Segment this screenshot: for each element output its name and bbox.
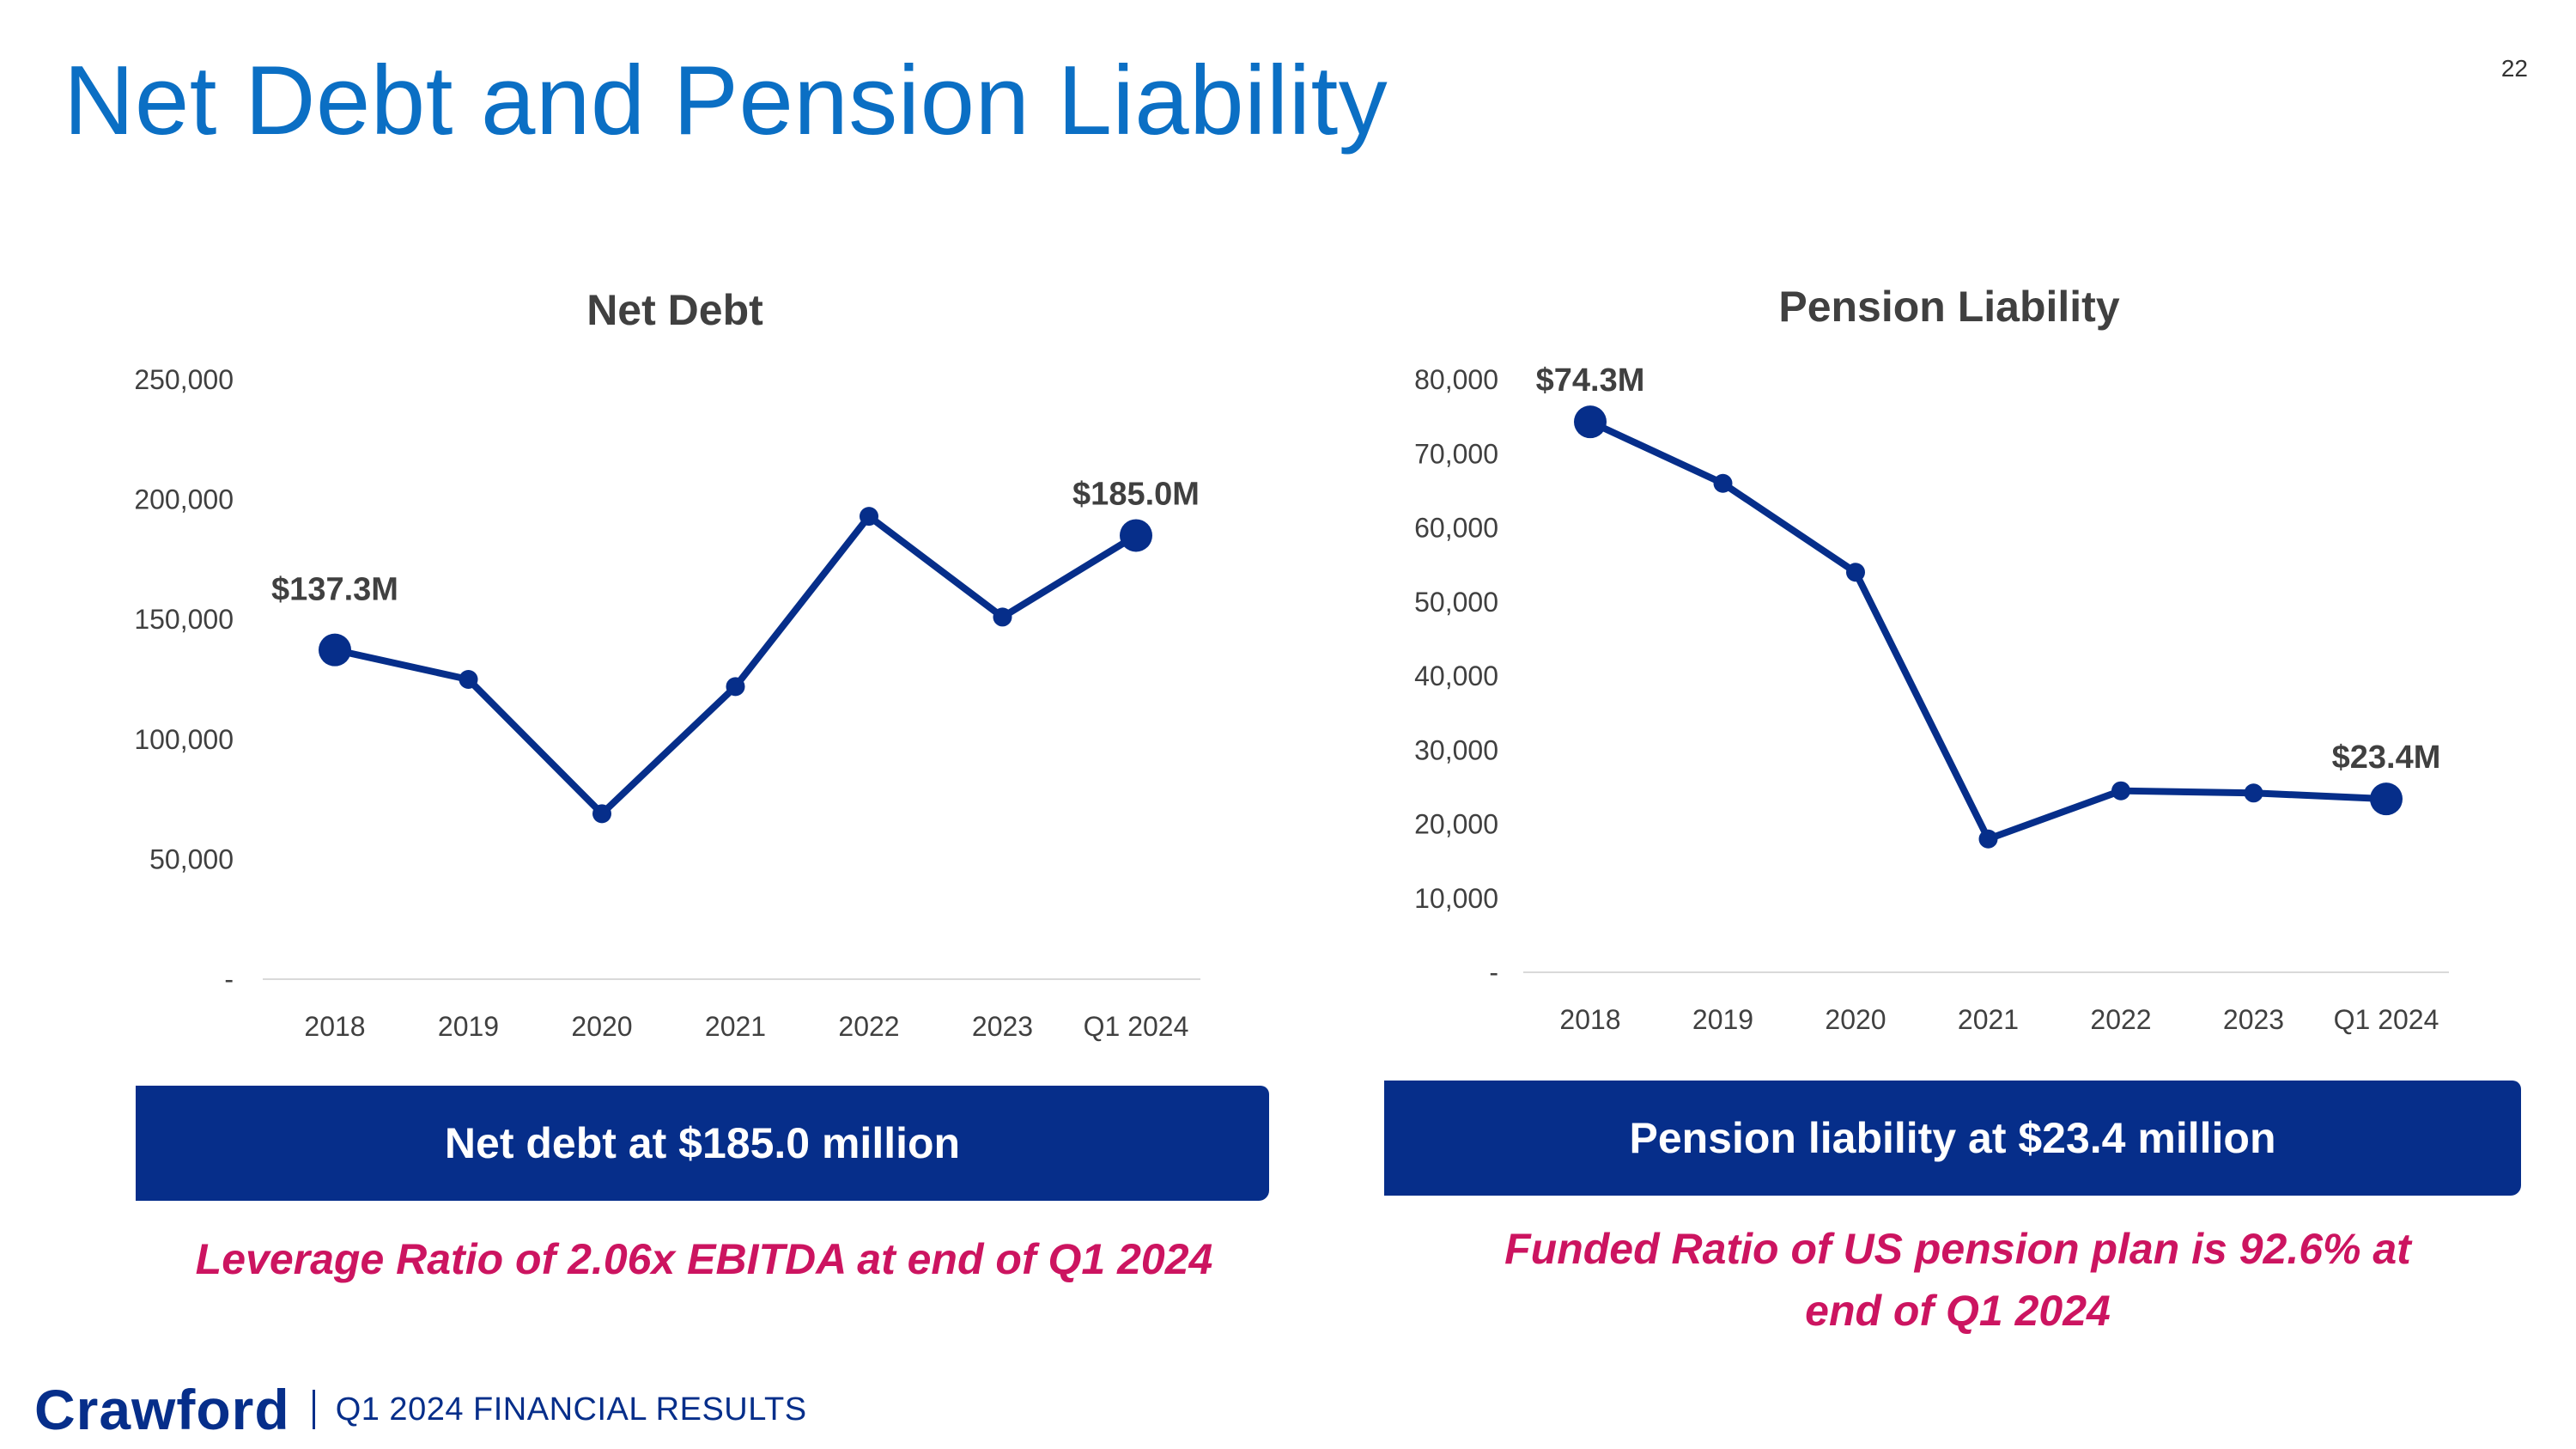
- pension-y-tick-label: 40,000: [1414, 661, 1498, 691]
- pension-x-tick-label: Q1 2024: [2334, 1004, 2439, 1035]
- pension-series-line: [1587, 418, 2390, 843]
- crawford-logo: Crawford: [34, 1378, 290, 1441]
- pension-x-tick-label: 2019: [1692, 1004, 1753, 1035]
- net-debt-y-tick-label: 250,000: [134, 364, 234, 395]
- footer: Crawford Q1 2024 FINANCIAL RESULTS: [34, 1378, 807, 1441]
- net-debt-chart-title: Net Debt: [586, 286, 763, 334]
- pension-data-label: $74.3M: [1536, 362, 1645, 399]
- pension-data-point: [2370, 782, 2403, 816]
- pension-x-tick-label: 2018: [1559, 1004, 1620, 1035]
- net-debt-chart: Net Debt - 50,000 100,000 150,000 200,000 250,…: [134, 286, 1200, 1042]
- pension-liability-banner: Pension liability at $23.4 million: [1384, 1081, 2521, 1196]
- pension-liability-chart: Pension Liability - 10,000 20,000 30,000 40,0…: [1414, 283, 2449, 1035]
- net-debt-x-tick-label: 2018: [304, 1011, 365, 1042]
- net-debt-x-tick-label: Q1 2024: [1084, 1011, 1189, 1042]
- pension-y-tick-label: 80,000: [1414, 364, 1498, 395]
- funded-ratio-note: Funded Ratio of US pension plan is 92.6%…: [1391, 1218, 2524, 1342]
- pension-data-point: [1574, 405, 1607, 439]
- pension-y-tick-label: 60,000: [1414, 513, 1498, 544]
- net-debt-x-tick-label: 2020: [571, 1011, 632, 1042]
- pension-y-tick-label: 30,000: [1414, 734, 1498, 765]
- pension-x-tick-label: 2020: [1825, 1004, 1886, 1035]
- net-debt-y-tick-label: 200,000: [134, 484, 234, 515]
- pension-data-point: [1978, 829, 1998, 849]
- net-debt-y-tick-label: -: [224, 964, 234, 995]
- net-debt-data-point: [726, 677, 745, 697]
- pension-y-tick-label: -: [1489, 957, 1498, 988]
- net-debt-series-line: [331, 513, 1139, 818]
- pension-y-tick-label: 50,000: [1414, 587, 1498, 618]
- pension-data-point: [1846, 563, 1865, 582]
- pension-x-tick-label: 2022: [2090, 1004, 2151, 1035]
- pension-y-tick-label: 20,000: [1414, 809, 1498, 840]
- net-debt-data-point: [459, 670, 478, 689]
- leverage-ratio-note: Leverage Ratio of 2.06x EBITDA at end of…: [195, 1235, 1213, 1283]
- slide-title: Net Debt and Pension Liability: [64, 46, 1388, 155]
- net-debt-x-tick-label: 2021: [705, 1011, 766, 1042]
- pension-x-tick-label: 2021: [1958, 1004, 2019, 1035]
- net-debt-data-label: $185.0M: [1072, 476, 1200, 512]
- net-debt-x-tick-label: 2023: [972, 1011, 1033, 1042]
- funded-ratio-note-line1: Funded Ratio of US pension plan is 92.6%…: [1504, 1225, 2411, 1273]
- funded-ratio-note-line2: end of Q1 2024: [1805, 1287, 2111, 1335]
- net-debt-data-point: [860, 507, 878, 527]
- net-debt-data-point: [592, 804, 611, 824]
- net-debt-data-label: $137.3M: [271, 572, 398, 608]
- net-debt-data-point: [993, 607, 1012, 627]
- net-debt-data-point: [1120, 519, 1152, 552]
- footer-divider: [312, 1390, 315, 1429]
- pension-data-point: [1713, 473, 1733, 493]
- page-number: 22: [2500, 55, 2528, 82]
- net-debt-y-tick-label: 100,000: [134, 724, 234, 755]
- pension-x-tick-label: 2023: [2223, 1004, 2284, 1035]
- pension-chart-title: Pension Liability: [1778, 283, 2119, 331]
- pension-data-point: [2111, 781, 2130, 801]
- pension-data-point: [2244, 783, 2263, 803]
- net-debt-x-tick-label: 2019: [438, 1011, 499, 1042]
- net-debt-y-tick-label: 50,000: [149, 843, 234, 874]
- net-debt-x-tick-label: 2022: [838, 1011, 899, 1042]
- net-debt-banner: Net debt at $185.0 million: [136, 1086, 1269, 1201]
- pension-y-tick-label: 70,000: [1414, 438, 1498, 469]
- net-debt-y-tick-label: 150,000: [134, 604, 234, 635]
- pension-y-tick-label: 10,000: [1414, 883, 1498, 914]
- net-debt-data-point: [319, 633, 351, 667]
- pension-data-label: $23.4M: [2332, 740, 2441, 776]
- footer-text: Q1 2024 FINANCIAL RESULTS: [335, 1391, 807, 1428]
